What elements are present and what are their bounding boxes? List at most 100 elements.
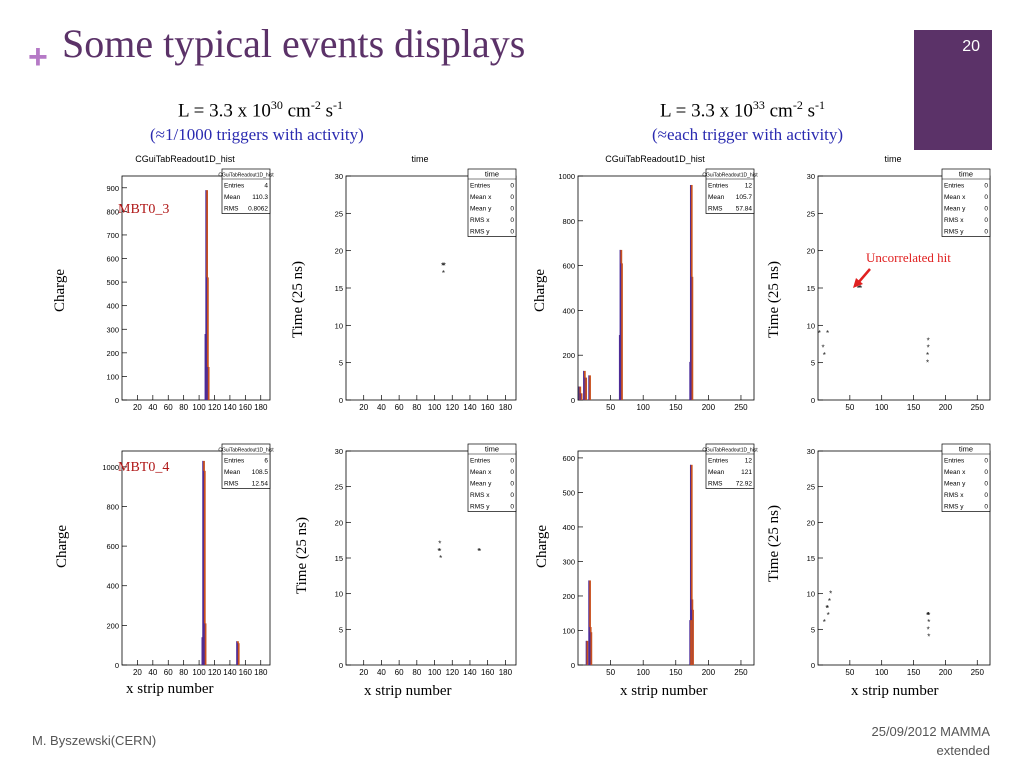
stats-box-title: time <box>485 445 499 454</box>
stats-value: 0 <box>984 217 988 224</box>
x-tick-label: 160 <box>481 403 495 412</box>
scatter-point: * <box>927 618 930 627</box>
histogram-bar <box>206 277 209 400</box>
histogram-bar <box>689 620 692 665</box>
stats-value: 0 <box>984 504 988 511</box>
y-tick-label: 0 <box>339 396 343 405</box>
y-tick-label: 0 <box>811 661 815 670</box>
left-s-exp: -1 <box>333 98 343 112</box>
xlabel-strip-3: x strip number <box>620 683 708 699</box>
scatter-point: * <box>477 547 480 556</box>
scatter-point: * <box>822 344 825 353</box>
scatter-point: * <box>927 611 930 620</box>
stats-box <box>941 168 991 237</box>
stats-value: 0 <box>984 481 988 488</box>
stats-key: RMS y <box>944 229 964 236</box>
x-tick-label: 80 <box>412 668 421 677</box>
left-cm-unit: cm <box>282 100 311 122</box>
x-tick-label: 40 <box>377 668 386 677</box>
scatter-point: * <box>927 344 930 353</box>
histogram-bar <box>207 366 210 400</box>
histogram-bar <box>620 263 623 400</box>
charge-histogram-bottom-left: 0 200 400 600 800 1000 20 40 60 80 100 120 140 160 180… <box>94 425 276 683</box>
stats-value: 0 <box>510 492 514 499</box>
x-tick-label: 60 <box>164 403 173 412</box>
y-tick-label: 0 <box>571 661 575 670</box>
footer-date-line-2: extended <box>936 743 991 758</box>
x-tick-label: 100 <box>875 668 889 677</box>
x-tick-label: 150 <box>669 668 683 677</box>
scatter-point: * <box>441 262 444 271</box>
charge-histogram-top-right: CGuiTabReadout1D_hist 0 200 400 600 800 1000 50… <box>550 150 760 418</box>
y-tick-label: 5 <box>811 359 815 368</box>
stats-key: RMS <box>224 206 239 213</box>
histogram-bar <box>584 377 588 400</box>
y-tick-label: 0 <box>571 396 575 405</box>
y-tick-label: 600 <box>106 542 119 551</box>
stats-value: 0 <box>984 183 988 190</box>
scatter-point: * <box>859 284 862 293</box>
xlabel-strip-1: x strip number <box>126 681 214 697</box>
x-tick-label: 200 <box>702 403 716 412</box>
stats-key: RMS <box>708 481 723 488</box>
stats-key: RMS x <box>470 492 490 499</box>
x-tick-label: 100 <box>192 668 206 677</box>
y-tick-label: 25 <box>807 209 815 218</box>
x-tick-label: 20 <box>359 403 368 412</box>
ylabel-time-4: Time (25 ns) <box>766 505 782 582</box>
time-scatter-top-left: time 0 5 10 15 20 25 30 20 40 60 80 100 120 140 160 180 *… <box>318 150 522 418</box>
left-lum-exp: 30 <box>270 98 283 112</box>
y-tick-label: 700 <box>106 231 119 240</box>
scatter-point: * <box>823 618 826 627</box>
x-tick-label: 100 <box>875 403 889 412</box>
charge-histogram-top-left: CGuiTabReadout1D_hist0100200300400500600… <box>94 150 276 418</box>
stats-value: 12.54 <box>252 481 269 488</box>
x-tick-label: 50 <box>606 403 615 412</box>
y-tick-label: 5 <box>339 625 343 634</box>
stats-value: 6 <box>264 458 268 465</box>
stats-box <box>221 443 271 489</box>
plot-title: CGuiTabReadout1D_hist <box>135 154 235 164</box>
scatter-point: * <box>818 329 821 338</box>
scatter-point: * <box>926 359 929 368</box>
y-tick-label: 1000 <box>102 463 119 472</box>
y-tick-label: 500 <box>106 278 119 287</box>
x-tick-label: 160 <box>239 668 253 677</box>
scatter-point: * <box>857 284 860 293</box>
scatter-point: * <box>478 547 481 556</box>
x-tick-label: 200 <box>939 668 953 677</box>
plot-frame <box>121 175 271 401</box>
x-tick-label: 100 <box>637 403 651 412</box>
stats-key: Mean y <box>944 481 966 488</box>
mbt0-4-label: MBT0_4 <box>118 460 170 475</box>
stats-box <box>705 168 755 214</box>
xlabel-strip-4: x strip number <box>851 683 939 699</box>
left-cm-exp: -2 <box>310 98 321 112</box>
stats-key: Entries <box>708 458 729 465</box>
plot-frame <box>577 450 755 666</box>
right-lum-base: L = 3.3 x 10 <box>660 100 753 122</box>
stats-value: 72.92 <box>736 481 753 488</box>
footer-date-event: 25/09/2012 MAMMA extended <box>820 722 990 760</box>
stats-key: Mean <box>708 469 725 476</box>
stats-key: Entries <box>224 183 245 190</box>
scatter-point: * <box>827 611 830 620</box>
right-s-exp: -1 <box>815 98 825 112</box>
y-tick-label: 600 <box>562 454 575 463</box>
stats-value: 0 <box>510 229 514 236</box>
stats-value: 0 <box>510 481 514 488</box>
y-tick-label: 200 <box>562 592 575 601</box>
right-trigger-note: (≈each trigger with activity) <box>652 125 844 144</box>
y-tick-label: 400 <box>562 523 575 532</box>
y-tick-label: 5 <box>339 359 343 368</box>
x-tick-label: 160 <box>239 403 253 412</box>
y-tick-label: 30 <box>807 172 815 181</box>
stats-key: RMS x <box>944 492 964 499</box>
y-tick-label: 200 <box>562 351 575 360</box>
right-cm-unit: cm <box>764 100 793 122</box>
scatter-point: * <box>442 269 445 278</box>
ylabel-charge-1: Charge <box>52 268 68 312</box>
ylabel-charge-3: Charge <box>54 524 70 568</box>
stats-box <box>467 443 517 512</box>
y-tick-label: 400 <box>106 302 119 311</box>
